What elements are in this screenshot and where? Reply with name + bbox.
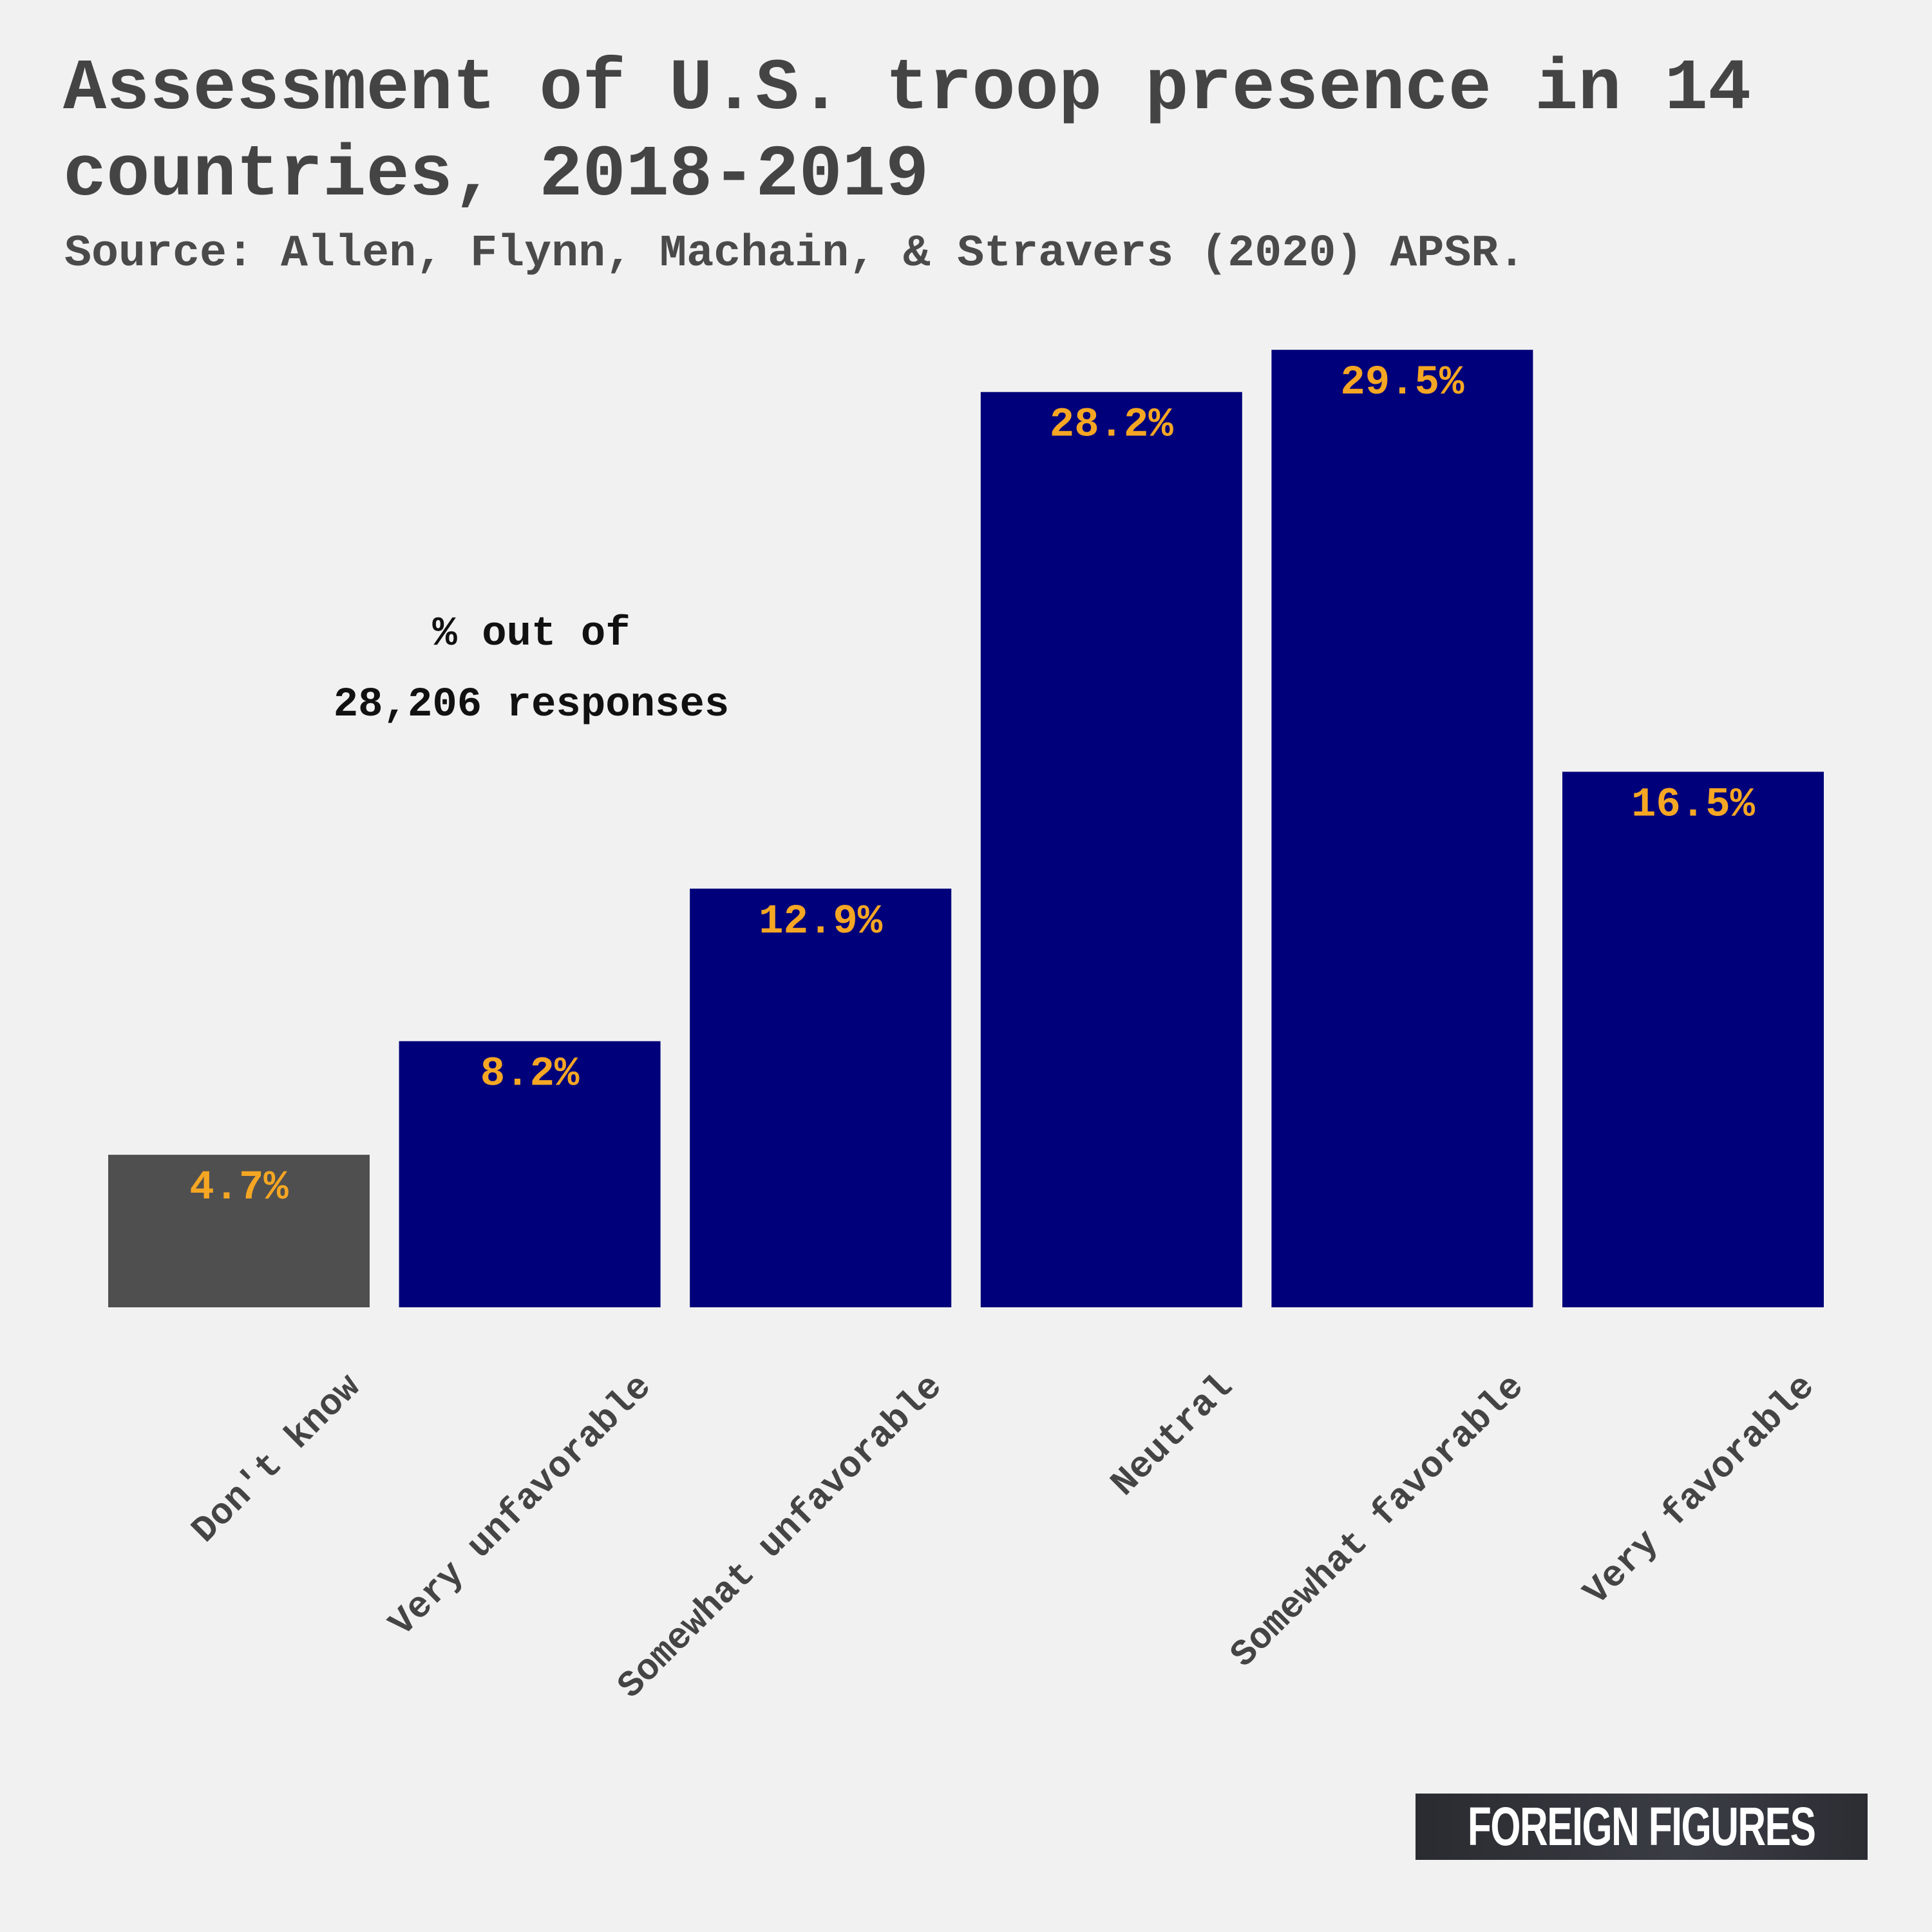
bar-4 xyxy=(1271,350,1533,1307)
bars-layer xyxy=(108,350,1824,1307)
category-label-4: Somewhat favorable xyxy=(1224,1367,1533,1676)
annotation-line-2: 28,206 responses xyxy=(277,670,786,741)
category-label-1: Very unfavorable xyxy=(382,1367,660,1645)
value-label-2: 12.9% xyxy=(759,899,883,945)
responses-annotation: % out of 28,206 responses xyxy=(277,599,786,741)
category-label-0: Don't know xyxy=(185,1367,370,1551)
bar-2 xyxy=(690,889,951,1307)
bar-3 xyxy=(981,392,1242,1307)
value-label-0: 4.7% xyxy=(189,1165,289,1211)
foreign-figures-logo: FOREIGN FIGURES xyxy=(1416,1794,1868,1860)
annotation-line-1: % out of xyxy=(277,599,786,670)
bar-5 xyxy=(1562,772,1824,1307)
logo-text: FOREIGN FIGURES xyxy=(1468,1795,1815,1858)
value-label-3: 28.2% xyxy=(1050,402,1174,449)
category-label-5: Very favorable xyxy=(1577,1367,1824,1614)
value-label-1: 8.2% xyxy=(480,1052,580,1098)
value-label-4: 29.5% xyxy=(1340,360,1464,406)
category-label-2: Somewhat unfavorable xyxy=(611,1367,951,1707)
category-label-3: Neutral xyxy=(1104,1367,1242,1505)
value-label-5: 16.5% xyxy=(1631,782,1756,828)
